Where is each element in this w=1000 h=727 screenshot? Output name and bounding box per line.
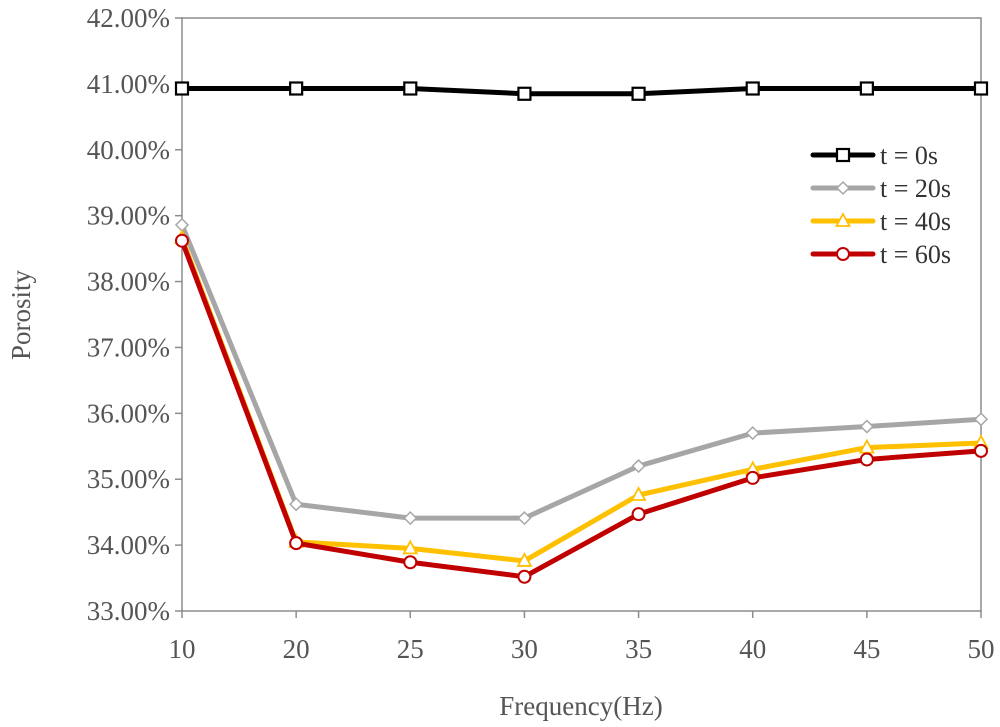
data-point	[289, 497, 304, 512]
legend-label: t = 60s	[880, 240, 951, 269]
x-tick-label: 20	[283, 634, 310, 664]
series-line	[179, 86, 984, 97]
legend-label: t = 40s	[880, 207, 951, 236]
legend-swatch-marker	[834, 212, 852, 227]
y-tick-label: 37.00%	[87, 332, 170, 362]
x-tick-label: 10	[169, 634, 196, 664]
data-point	[631, 86, 646, 101]
data-point	[974, 443, 988, 458]
data-point	[745, 426, 760, 441]
legend-item-4: t = 60s	[810, 240, 951, 269]
data-point	[403, 81, 418, 96]
series-1	[174, 81, 989, 101]
series-3	[173, 229, 990, 567]
series-line	[179, 235, 984, 564]
y-tick-label: 38.00%	[87, 267, 170, 297]
y-tick-label: 41.00%	[87, 69, 170, 99]
data-point	[403, 555, 418, 570]
x-axis-title: Frequency(Hz)	[499, 691, 662, 721]
x-tick-label: 35	[625, 634, 652, 664]
series-2	[174, 217, 989, 526]
y-tick-label: 36.00%	[87, 398, 170, 428]
data-point	[631, 458, 646, 474]
y-tick-label: 35.00%	[87, 464, 170, 494]
data-point	[631, 507, 646, 522]
legend: t = 0s t = 20s t = 40s t = 60s	[810, 141, 951, 269]
series-line	[179, 238, 984, 580]
legend-item-3: t = 40s	[810, 207, 951, 236]
data-point	[289, 81, 304, 96]
data-point	[403, 511, 418, 526]
legend-swatch-marker	[835, 147, 851, 163]
x-tick-label: 50	[968, 634, 995, 664]
data-point	[516, 552, 533, 567]
legend-label: t = 20s	[880, 174, 951, 203]
series-4	[175, 233, 988, 584]
data-point	[517, 86, 532, 101]
data-point	[859, 419, 874, 434]
series-line	[179, 222, 984, 521]
y-tick-label: 40.00%	[87, 135, 170, 165]
data-point	[517, 569, 532, 584]
data-point	[289, 536, 304, 551]
x-tick-label: 45	[853, 634, 880, 664]
data-point	[175, 233, 189, 248]
plot-area-frame	[181, 17, 982, 612]
y-tick-label: 33.00%	[87, 596, 170, 626]
y-tick-label: 34.00%	[87, 530, 170, 560]
legend-item-2: t = 20s	[810, 174, 951, 203]
data-point	[859, 81, 874, 96]
data-point	[745, 470, 760, 485]
data-point	[402, 539, 419, 555]
data-point	[973, 81, 989, 96]
y-tick-label: 39.00%	[87, 201, 170, 231]
data-point	[973, 412, 989, 427]
data-point	[517, 511, 532, 526]
x-tick-label: 40	[739, 634, 766, 664]
axes-layer: 33.00% 34.00% 35.00% 36.00% 37.00% 38.00% 39.0…	[87, 3, 995, 664]
data-point	[630, 486, 647, 501]
legend-item-1: t = 0s	[810, 141, 938, 170]
data-point	[745, 81, 760, 96]
y-tick-label: 42.00%	[87, 3, 170, 33]
data-point	[174, 81, 190, 96]
x-tick-label: 25	[397, 634, 424, 664]
x-tick-label: 30	[511, 634, 538, 664]
legend-swatch-marker	[836, 247, 850, 261]
legend-label: t = 0s	[880, 141, 938, 170]
y-axis-title: Porosity	[6, 269, 36, 360]
series-layer	[173, 81, 990, 584]
legend-swatch-marker	[835, 180, 851, 196]
data-point	[859, 452, 874, 467]
